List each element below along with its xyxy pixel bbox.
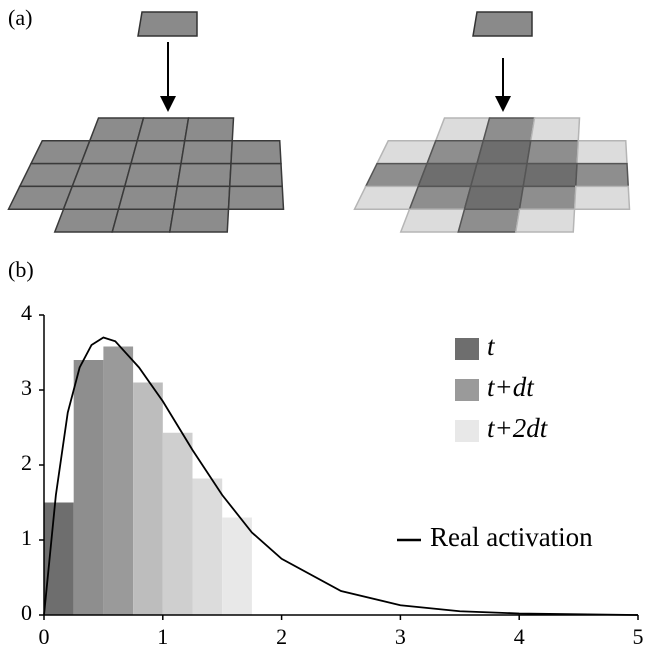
grid-cell	[9, 186, 73, 209]
diagram-left	[138, 12, 197, 112]
grid-cell	[516, 209, 575, 232]
x-tick-label: 0	[39, 624, 50, 649]
grid-cell	[418, 164, 477, 187]
grid-cell	[477, 141, 531, 164]
bar	[44, 503, 74, 616]
grid-cell	[119, 186, 178, 209]
grid-cell	[20, 164, 81, 187]
legend-label: t	[487, 331, 496, 361]
grid-cell	[527, 141, 578, 164]
grid-cell	[575, 186, 630, 209]
grid-cell	[436, 118, 490, 141]
grid-cell	[137, 118, 188, 141]
grid-cell	[72, 164, 131, 187]
arrow-head	[495, 96, 511, 112]
source-block	[473, 12, 532, 36]
grid-cell	[523, 164, 577, 187]
y-tick-label: 0	[21, 600, 32, 625]
bar	[163, 433, 193, 615]
grid-cell	[427, 141, 483, 164]
x-tick-label: 4	[514, 624, 525, 649]
bar	[193, 479, 223, 616]
y-tick-label: 3	[21, 375, 32, 400]
grid-cell	[131, 141, 185, 164]
grid-cell	[465, 186, 524, 209]
grid-cell	[531, 118, 580, 141]
legend-label: Real activation	[430, 522, 593, 552]
grid-cell	[170, 209, 229, 232]
grid-cell	[577, 141, 627, 164]
x-tick-label: 2	[276, 624, 287, 649]
grid-cell	[174, 186, 230, 209]
grid-cell	[230, 164, 283, 187]
grid-cell	[458, 209, 519, 232]
grid-cell	[471, 164, 527, 187]
grid-cell	[483, 118, 534, 141]
x-tick-label: 3	[395, 624, 406, 649]
legend-label: t+dt	[487, 372, 535, 402]
grid-cell	[181, 141, 232, 164]
legend-label: t+2dt	[487, 413, 549, 443]
grid-cell	[366, 164, 427, 187]
bar	[133, 383, 163, 616]
figure: (a) (b) 0 1 2 3 4 0 1 2 3 4 5 t t+dt t+2dt Real activa…	[0, 0, 647, 654]
y-tick-label: 4	[21, 300, 32, 325]
x-tick-label: 5	[633, 624, 644, 649]
panel-label: (a)	[8, 5, 32, 30]
grid-cell	[177, 164, 231, 187]
bar	[222, 518, 252, 616]
grid-cell	[90, 118, 144, 141]
x-tick-label: 1	[157, 624, 168, 649]
source-block	[138, 12, 197, 36]
grid-cell	[112, 209, 173, 232]
legend-swatch	[455, 420, 479, 442]
grid-cell	[31, 141, 90, 164]
grid-cell	[231, 141, 281, 164]
y-tick-label: 2	[21, 450, 32, 475]
diagram-right	[473, 12, 532, 112]
grid-cell	[55, 209, 119, 232]
legend-swatch	[455, 338, 479, 360]
grid-cell	[355, 186, 419, 209]
grid-cell	[576, 164, 629, 187]
grid-cell	[520, 186, 576, 209]
panel-label: (b)	[8, 257, 34, 282]
bar	[103, 347, 133, 616]
grid-cell	[377, 141, 436, 164]
legend-swatch	[455, 379, 479, 401]
grid-cell	[81, 141, 137, 164]
grid-cell	[401, 209, 465, 232]
arrow-head	[160, 96, 176, 112]
grid-cell	[125, 164, 181, 187]
bar	[74, 360, 104, 615]
grid-cell	[229, 186, 284, 209]
grid-cell	[410, 186, 471, 209]
page: {"panel_a_label": "(a)", "chart_data": {…	[0, 0, 647, 654]
grid-cell	[64, 186, 125, 209]
y-tick-label: 1	[21, 525, 32, 550]
grid-cell	[185, 118, 234, 141]
